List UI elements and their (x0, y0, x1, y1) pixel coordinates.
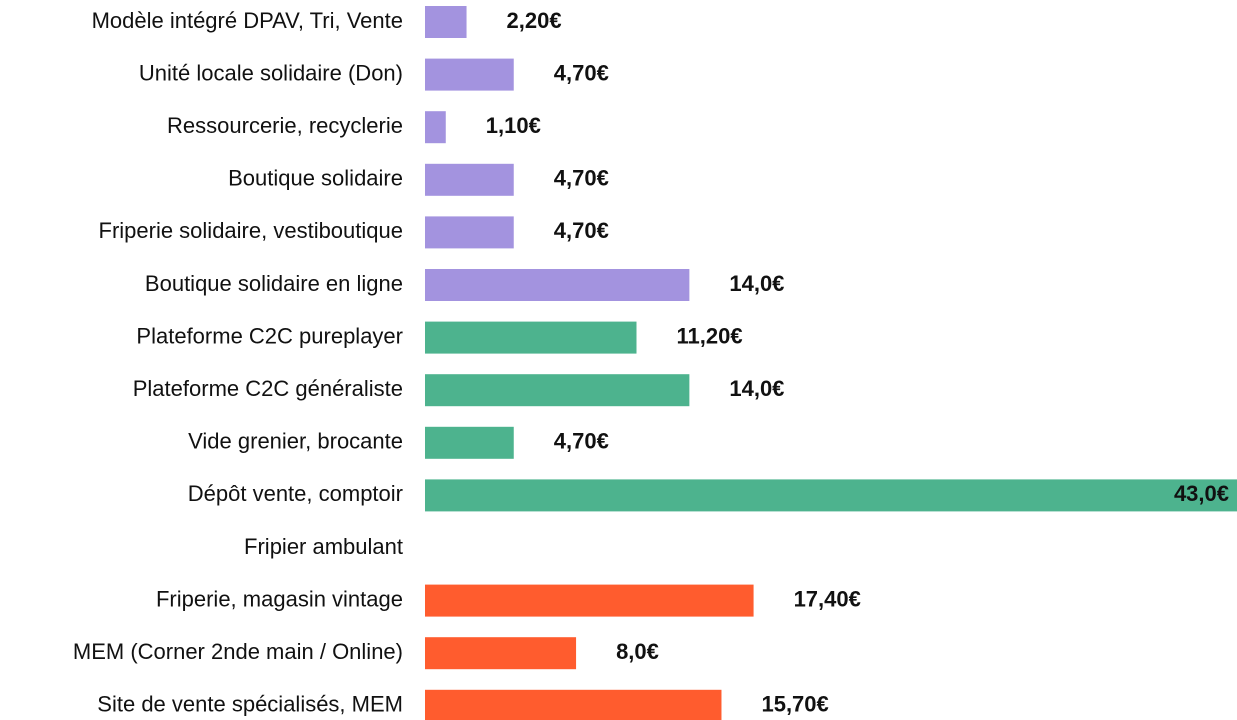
category-label: Unité locale solidaire (Don) (139, 60, 403, 85)
value-label: 14,0€ (729, 271, 784, 296)
value-label: 1,10€ (486, 113, 541, 138)
bar (425, 374, 690, 407)
bar (425, 584, 754, 617)
value-label: 15,70€ (761, 692, 828, 717)
value-label: 14,0€ (729, 376, 784, 401)
value-label: 17,40€ (794, 586, 861, 611)
category-label: Site de vente spécialisés, MEM (97, 692, 403, 717)
category-label: MEM (Corner 2nde main / Online) (73, 639, 403, 664)
category-label: Ressourcerie, recyclerie (167, 113, 403, 138)
bar (425, 6, 467, 38)
category-label: Boutique solidaire (228, 166, 403, 191)
bar (425, 163, 514, 196)
bar (425, 269, 690, 301)
category-label: Modèle intégré DPAV, Tri, Vente (92, 8, 403, 33)
category-label: Vide grenier, brocante (188, 429, 403, 454)
value-label: 2,20€ (507, 8, 562, 33)
value-label: 8,0€ (616, 639, 659, 664)
category-label: Friperie, magasin vintage (156, 586, 403, 611)
category-label: Friperie solidaire, vestiboutique (99, 218, 404, 243)
bar (425, 216, 514, 249)
bar (425, 637, 577, 670)
category-label: Fripier ambulant (244, 534, 403, 559)
bar (425, 479, 1237, 512)
value-label: 4,70€ (554, 429, 609, 454)
category-label: Plateforme C2C pureplayer (136, 323, 403, 348)
bar (425, 426, 514, 459)
value-label: 11,20€ (676, 323, 742, 348)
value-label: 4,70€ (554, 218, 609, 243)
category-label: Dépôt vente, comptoir (188, 481, 403, 506)
value-label: 4,70€ (554, 166, 609, 191)
bar (425, 321, 637, 354)
bar (425, 58, 514, 91)
category-label: Plateforme C2C généraliste (133, 376, 403, 401)
value-label: 43,0€ (1174, 481, 1229, 506)
category-label: Boutique solidaire en ligne (145, 271, 403, 296)
value-label: 4,70€ (554, 60, 609, 85)
bar (425, 689, 722, 720)
bar (425, 111, 446, 144)
